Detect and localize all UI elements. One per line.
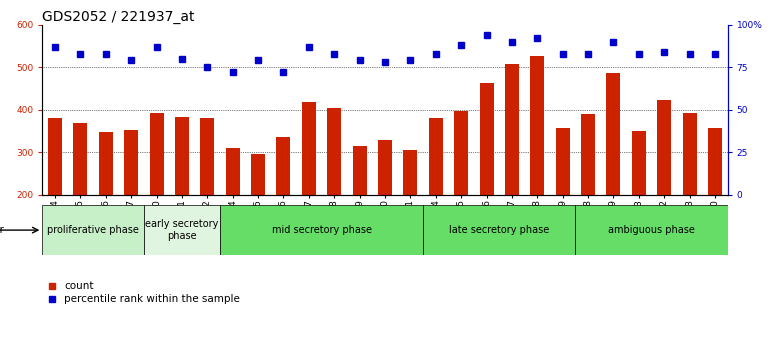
Bar (99, 132, 112, 195)
Text: GDS2052 / 221937_at: GDS2052 / 221937_at (42, 10, 195, 24)
Bar (327, 108, 341, 195)
Text: early secretory
phase: early secretory phase (146, 219, 219, 241)
Bar (581, 114, 595, 195)
Bar (149, 113, 163, 195)
Bar (302, 102, 316, 195)
Bar (42, 205, 144, 255)
Bar (378, 140, 392, 195)
Bar (353, 146, 367, 195)
Bar (144, 205, 220, 255)
Bar (251, 154, 265, 195)
Text: late secretory phase: late secretory phase (449, 225, 549, 235)
Bar (480, 83, 494, 195)
Bar (403, 150, 417, 195)
Bar (658, 99, 671, 195)
Text: proliferative phase: proliferative phase (47, 225, 139, 235)
Bar (226, 148, 239, 195)
Text: mid secretory phase: mid secretory phase (272, 225, 372, 235)
Bar (708, 127, 722, 195)
Bar (175, 117, 189, 195)
Legend: count, percentile rank within the sample: count, percentile rank within the sample (48, 281, 240, 304)
Bar (454, 110, 468, 195)
Bar (531, 56, 544, 195)
Bar (505, 64, 519, 195)
Bar (682, 113, 697, 195)
Bar (575, 205, 728, 255)
Bar (73, 123, 88, 195)
Bar (48, 118, 62, 195)
Bar (276, 137, 290, 195)
Bar (607, 73, 621, 195)
Bar (200, 118, 214, 195)
Text: other: other (0, 225, 4, 235)
Bar (632, 131, 646, 195)
Text: ambiguous phase: ambiguous phase (608, 225, 695, 235)
Bar (556, 129, 570, 195)
Bar (220, 205, 423, 255)
Bar (124, 130, 138, 195)
Bar (429, 118, 443, 195)
Bar (423, 205, 575, 255)
